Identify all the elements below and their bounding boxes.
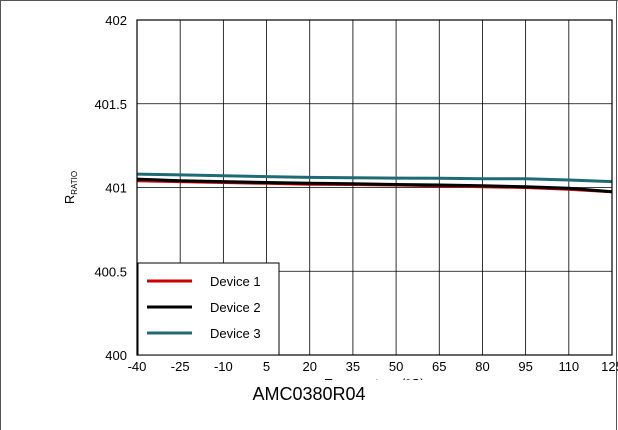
line-chart: -40 -25 -10 5 20 35 50 65 80 95 110 125 400 400.5 401 4…	[62, 13, 618, 380]
x-axis-label: Temperature (°C)	[325, 376, 425, 380]
figure-top-border	[0, 0, 618, 1]
series-line	[136, 172, 613, 184]
x-tick-label: -10	[214, 359, 233, 374]
legend-box	[137, 262, 280, 356]
y-axis-label: RRATIO	[62, 171, 79, 204]
y-tick-label: 400.5	[94, 264, 127, 279]
legend: Device 1 Device 2 Device 3	[137, 262, 280, 356]
x-tick-label: 20	[302, 359, 316, 374]
series-line	[136, 177, 613, 194]
x-tick-label: -40	[128, 359, 147, 374]
x-tick-label: 95	[518, 359, 532, 374]
x-tick-label: -25	[171, 359, 190, 374]
x-tick-label: 35	[346, 359, 360, 374]
legend-label: Device 1	[210, 274, 261, 289]
x-tick-label: 80	[475, 359, 489, 374]
x-tick-label: 65	[432, 359, 446, 374]
x-tick-label: 125	[601, 359, 618, 374]
y-tick-label: 400	[105, 348, 127, 363]
y-tick-label: 402	[105, 13, 127, 28]
legend-label: Device 3	[210, 326, 261, 341]
x-tick-label: 50	[389, 359, 403, 374]
legend-label: Device 2	[210, 300, 261, 315]
y-tick-label: 401	[105, 181, 127, 196]
x-tick-label: 110	[558, 359, 579, 374]
plot-frame	[136, 19, 613, 356]
x-tick-label: 5	[263, 359, 270, 374]
y-tick-label: 401.5	[94, 97, 127, 112]
figure-caption: AMC0380R04	[252, 384, 366, 404]
